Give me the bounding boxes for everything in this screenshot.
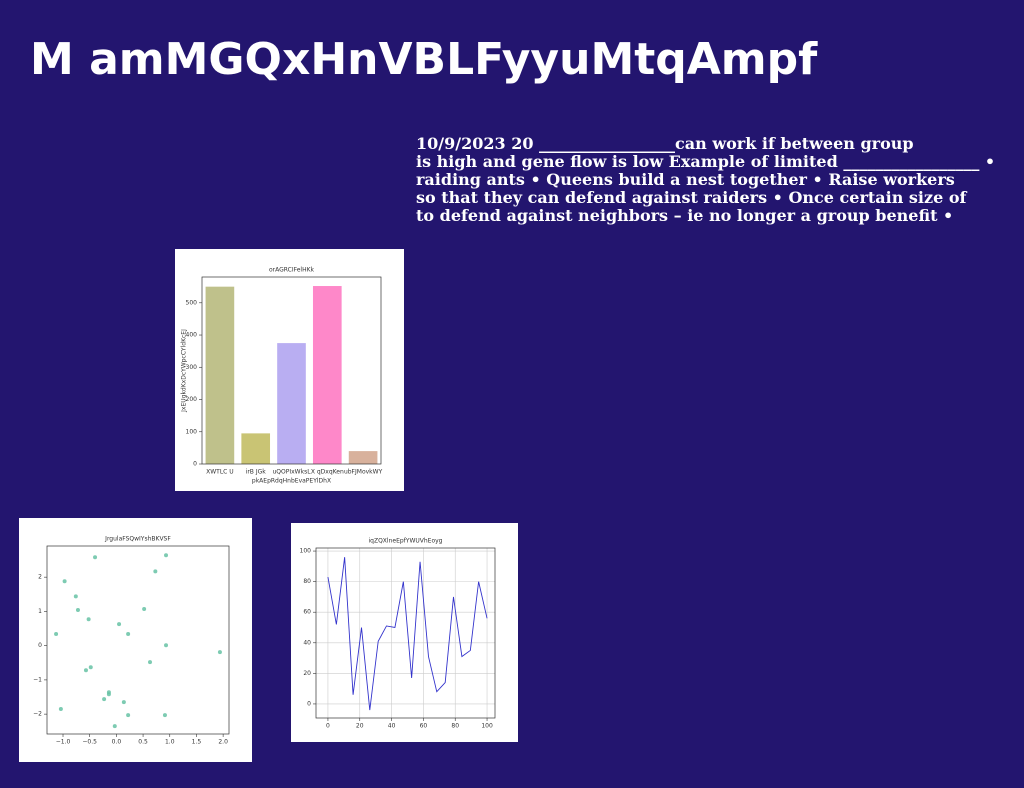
point xyxy=(102,697,107,702)
chart-title: iqZQXlneEpfYWUVhEoyg xyxy=(368,538,442,545)
point xyxy=(153,569,158,574)
chart: iqZQXlneEpfYWUVhEoyg 0 20 40 60 80 100 0 20 40 60 8… xyxy=(300,538,496,730)
body-line: to defend against neighbors – ie no long… xyxy=(416,206,954,225)
point xyxy=(62,579,67,584)
y-tick-label: −1 xyxy=(33,676,42,683)
y-tick-label: −2 xyxy=(33,711,42,718)
bar xyxy=(312,286,342,464)
y-axis-label: JxEUgkdKxDcYWpcCYldKcEJ xyxy=(181,329,188,413)
body-line: is high and gene flow is low Example of … xyxy=(416,152,996,171)
chart-title: orAGRCIFelHKk xyxy=(269,267,315,274)
x-tick-label: −1.0 xyxy=(56,739,71,746)
chart-image: orAGRCIFelHKk 0 100 200 300 400 500 XWTLC U irB … xyxy=(175,249,404,491)
x-tick-label: 60 xyxy=(420,723,428,730)
point xyxy=(217,650,222,655)
x-axis-label: pkAEpRdqHnbEvaPEYlDhX xyxy=(252,478,331,485)
chart: JrgulaFSQwIYshBKVSF −2 −1 0 1 2 −1.0 −0.5 0.0 0.5… xyxy=(33,536,230,746)
y-tick-label: 500 xyxy=(186,299,198,306)
point xyxy=(54,632,59,637)
x-tick-label: 100 xyxy=(481,723,493,730)
x-tick-label: XWTLC U xyxy=(206,469,234,476)
x-tick-label: ubFJMovkWY xyxy=(344,469,383,476)
bar xyxy=(348,451,378,464)
y-tick-label: 0 xyxy=(193,461,197,468)
point xyxy=(83,668,88,673)
point xyxy=(75,608,80,613)
point xyxy=(142,607,147,612)
x-tick-label: 2.0 xyxy=(218,739,228,746)
x-tick-label: irB JGk xyxy=(246,469,267,476)
body-line: so that they can defend against raiders … xyxy=(416,188,967,207)
point xyxy=(164,643,169,648)
body-line: 10/9/2023 20 _________________can work i… xyxy=(416,134,914,153)
y-tick-label: 100 xyxy=(186,428,198,435)
bar xyxy=(205,286,235,464)
point xyxy=(106,692,111,697)
y-tick-label: 0 xyxy=(307,700,311,707)
point xyxy=(117,622,122,627)
y-tick-label: 1 xyxy=(38,608,42,615)
point xyxy=(126,713,131,718)
point xyxy=(148,660,153,665)
chart: orAGRCIFelHKk 0 100 200 300 400 500 XWTLC U irB … xyxy=(181,267,383,485)
chart-image: JrgulaFSQwIYshBKVSF −2 −1 0 1 2 −1.0 −0.5 0.0 0.5… xyxy=(19,518,252,762)
point xyxy=(121,700,126,705)
x-tick-label: 1.5 xyxy=(192,739,202,746)
slide-title: M amMGQxHnVBLFyyuMtqAmpf xyxy=(30,34,818,85)
x-tick-label: 40 xyxy=(388,723,396,730)
y-tick-label: 20 xyxy=(303,670,311,677)
point xyxy=(162,713,167,718)
point xyxy=(86,617,91,622)
y-tick-label: 200 xyxy=(186,396,198,403)
chart-title: JrgulaFSQwIYshBKVSF xyxy=(104,536,171,543)
y-tick-label: 40 xyxy=(303,639,311,646)
point xyxy=(58,707,63,712)
body-line: raiding ants • Queens build a nest toget… xyxy=(416,170,955,189)
y-tick-label: 0 xyxy=(38,642,42,649)
y-tick-label: 400 xyxy=(186,332,198,339)
plot-frame xyxy=(315,547,496,719)
x-tick-label: 0.0 xyxy=(112,739,122,746)
x-tick-label: X qDxqKen xyxy=(311,469,344,476)
x-tick-label: 0.5 xyxy=(138,739,148,746)
y-tick-label: 80 xyxy=(303,578,311,585)
line xyxy=(327,557,488,711)
body-text: 10/9/2023 20 _________________can work i… xyxy=(416,135,995,225)
bar xyxy=(277,343,306,464)
x-tick-label: 1.0 xyxy=(165,739,175,746)
chart-image: iqZQXlneEpfYWUVhEoyg 0 20 40 60 80 100 0 20 40 60 8… xyxy=(291,523,518,742)
x-tick-label: 80 xyxy=(451,723,459,730)
x-tick-label: 0 xyxy=(326,723,330,730)
point xyxy=(164,553,169,558)
point xyxy=(126,632,131,637)
x-tick-label: −0.5 xyxy=(82,739,97,746)
bar xyxy=(241,433,271,464)
point xyxy=(73,594,78,599)
y-tick-label: 100 xyxy=(300,548,312,555)
point xyxy=(88,665,93,670)
point xyxy=(112,724,117,729)
x-tick-label: 20 xyxy=(356,723,364,730)
y-tick-label: 2 xyxy=(38,574,42,581)
y-tick-label: 300 xyxy=(186,364,198,371)
y-tick-label: 60 xyxy=(303,609,311,616)
x-tick-label: uQOPIxWksL xyxy=(272,469,311,476)
point xyxy=(93,555,98,560)
plot-frame xyxy=(201,276,382,465)
plot-frame xyxy=(46,545,230,735)
